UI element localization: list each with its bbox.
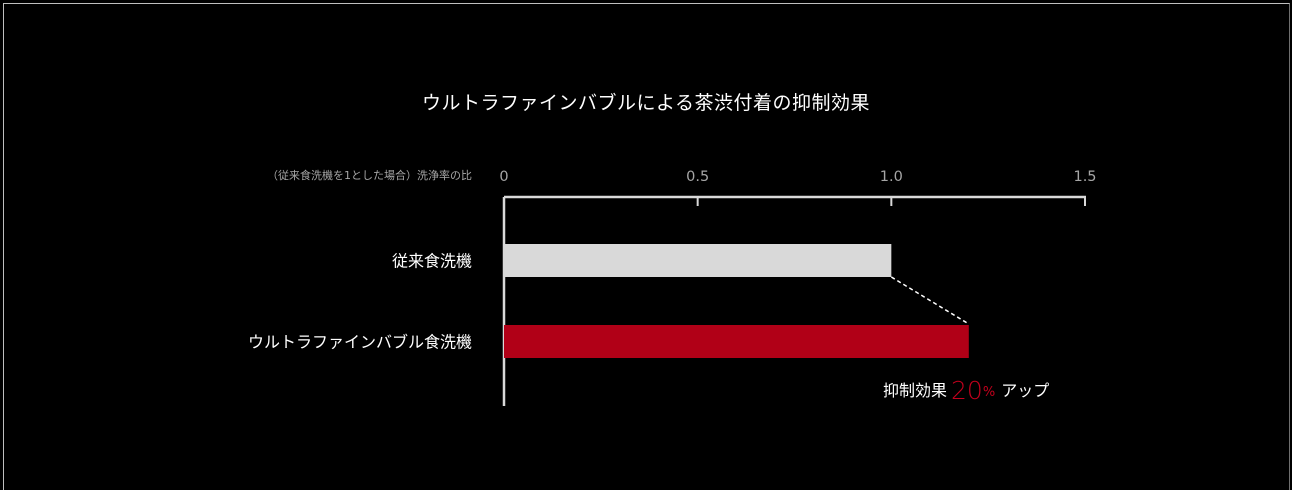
annotation-suffix: アップ xyxy=(1001,381,1050,400)
connector-line xyxy=(890,276,970,325)
x-tick-label: 1.5 xyxy=(1073,169,1096,185)
x-tick-label: 0.5 xyxy=(686,169,709,185)
annotation-unit: % xyxy=(982,385,996,400)
annotation-prefix: 抑制効果 xyxy=(883,381,948,400)
x-tick-label: 0 xyxy=(499,169,508,185)
bar xyxy=(504,244,892,277)
category-label: 従来食洗機 xyxy=(392,252,472,271)
bar xyxy=(504,325,969,358)
chart-frame xyxy=(3,3,1290,490)
chart-title: ウルトラファインバブルによる茶渋付着の抑制効果 xyxy=(422,92,870,114)
category-label: ウルトラファインバブル食洗機 xyxy=(248,333,472,352)
effect-annotation: 抑制効果 20% アップ xyxy=(883,376,1049,405)
annotation-value: 20 xyxy=(951,376,983,405)
x-tick-label: 1.0 xyxy=(880,169,903,185)
x-axis-caption: （従来食洗機を1とした場合）洗浄率の比 xyxy=(267,169,472,182)
